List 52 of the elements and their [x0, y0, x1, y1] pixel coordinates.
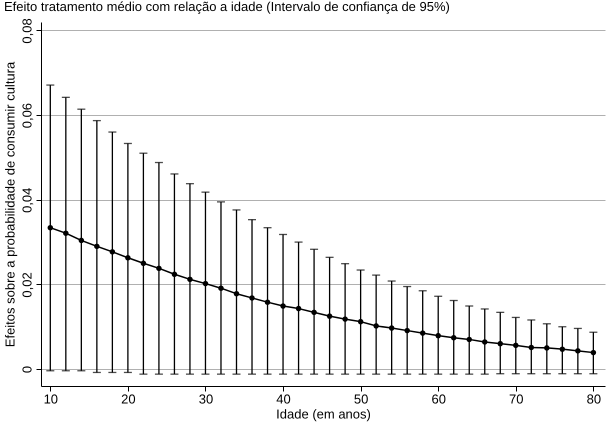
y-axis-title: Efeitos sobre a probabilidade de consumir cultura	[2, 61, 18, 348]
x-tick-label: 40	[276, 392, 291, 406]
point	[404, 328, 410, 334]
y-tick-label: 0,06	[20, 102, 34, 128]
point	[373, 323, 379, 329]
point	[296, 306, 302, 312]
point	[590, 350, 596, 356]
point	[48, 224, 54, 230]
point	[140, 260, 146, 266]
point	[513, 342, 519, 348]
point	[435, 332, 441, 338]
point	[482, 339, 488, 345]
point	[528, 344, 534, 350]
point	[264, 299, 270, 305]
point	[311, 310, 317, 316]
point	[218, 285, 224, 291]
point	[498, 340, 504, 346]
y-tick-label: 0	[20, 366, 34, 374]
point	[234, 290, 240, 296]
point	[342, 316, 348, 322]
point	[560, 346, 566, 352]
point	[63, 230, 69, 236]
point	[358, 318, 364, 324]
point	[202, 280, 208, 286]
point	[249, 295, 255, 301]
x-tick-label: 10	[44, 392, 58, 406]
x-tick-label: 20	[121, 392, 136, 406]
point	[172, 272, 178, 277]
point	[544, 345, 550, 351]
x-tick-label: 70	[509, 392, 524, 406]
point	[125, 255, 131, 260]
point	[78, 238, 84, 244]
x-tick-label: 80	[586, 392, 602, 406]
y-tick-label: 0,04	[20, 188, 34, 213]
point	[466, 336, 472, 342]
x-tick-label: 60	[431, 392, 446, 406]
point	[110, 249, 116, 255]
x-tick-label: 50	[354, 392, 368, 406]
y-tick-label: 0,02	[20, 272, 34, 298]
point	[187, 276, 193, 282]
point	[326, 313, 332, 319]
point	[420, 330, 426, 336]
point	[280, 303, 286, 309]
point	[156, 266, 162, 272]
y-tick-label: 0,08	[20, 18, 34, 44]
point	[94, 244, 100, 250]
point	[450, 335, 456, 340]
chart-title: Efeito tratamento médio com relação a idade (Intervalo de confiança de 95%)	[4, 0, 450, 14]
x-tick-label: 30	[198, 392, 214, 406]
point	[388, 325, 394, 331]
x-axis-title: Idade (em anos)	[276, 406, 371, 422]
point	[575, 348, 581, 354]
